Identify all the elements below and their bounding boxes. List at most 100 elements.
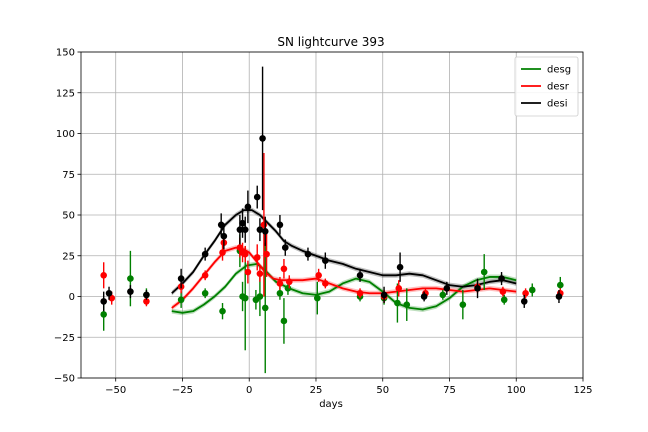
data-point-desi <box>253 185 261 209</box>
data-point-desi <box>239 208 246 238</box>
data-point-desi <box>217 213 225 237</box>
data-marker <box>241 294 249 302</box>
data-point-desg <box>280 298 288 344</box>
legend-box <box>514 56 579 117</box>
data-point-desi <box>261 216 269 246</box>
data-point-desi <box>236 215 244 245</box>
data-marker <box>143 298 150 305</box>
data-marker <box>236 244 244 251</box>
data-marker <box>105 289 113 297</box>
data-marker <box>177 275 185 282</box>
data-point-desg <box>439 289 447 300</box>
data-point-desi <box>256 218 264 242</box>
data-marker <box>356 272 364 279</box>
y-tick-label: 50 <box>62 211 75 222</box>
axis-ticks: −50 −25 0 25 50 75 100 125 −50 −25 0 25 50 75 100 125 15… <box>54 48 593 397</box>
x-tick-label: 100 <box>507 385 526 396</box>
x-axis-label: days <box>319 399 343 410</box>
data-point-desr <box>322 278 329 289</box>
data-point-desr <box>100 262 107 289</box>
data-point-desi <box>127 285 134 299</box>
data-marker <box>522 289 529 297</box>
data-marker <box>239 219 246 227</box>
y-tick-label: 75 <box>62 170 75 181</box>
data-point-desg <box>201 288 209 299</box>
data-marker <box>236 226 244 233</box>
data-point-desi <box>220 223 228 250</box>
data-point-desi <box>420 291 428 302</box>
data-marker <box>127 288 134 295</box>
data-marker <box>201 272 209 279</box>
data-marker <box>314 294 321 302</box>
data-marker <box>177 296 185 304</box>
y-tick-label: 150 <box>56 48 75 59</box>
data-point-desg <box>241 245 249 351</box>
data-point-desi <box>244 190 252 224</box>
data-marker <box>520 298 528 305</box>
x-tick-label: 50 <box>376 385 389 396</box>
data-marker <box>280 317 288 325</box>
data-point-desg <box>261 242 269 374</box>
data-marker <box>219 307 226 315</box>
data-point-desg <box>314 281 321 315</box>
data-point-desg <box>177 291 185 308</box>
data-point-desi <box>356 268 364 282</box>
data-marker <box>528 286 536 294</box>
data-point-desi <box>322 252 329 269</box>
data-marker <box>500 296 508 304</box>
data-point-desi <box>143 289 150 300</box>
legend-label-desg: desg <box>547 65 571 76</box>
data-marker <box>241 250 249 258</box>
data-marker <box>100 311 107 318</box>
data-point-desr <box>315 268 322 282</box>
data-marker <box>380 291 388 299</box>
data-marker <box>276 280 284 287</box>
data-marker <box>100 272 107 279</box>
y-tick-label: 125 <box>56 88 75 99</box>
data-point-desr <box>499 286 507 297</box>
data-point-desr <box>201 270 209 281</box>
data-point-desi <box>201 247 209 261</box>
data-marker <box>276 221 284 229</box>
data-marker <box>108 294 116 302</box>
data-marker <box>217 221 225 229</box>
data-point-desr <box>263 231 270 277</box>
data-point-desi <box>304 247 312 261</box>
data-point-desi <box>555 289 563 304</box>
data-point-desi <box>498 272 505 286</box>
data-point-desg <box>480 254 488 290</box>
data-marker <box>256 270 264 277</box>
data-point-desr <box>276 276 284 290</box>
y-tick-label: −50 <box>54 374 75 385</box>
data-point-desi <box>396 252 404 282</box>
data-marker <box>322 280 329 287</box>
x-tick-label: 25 <box>310 385 323 396</box>
data-marker <box>420 293 428 300</box>
x-tick-label: −50 <box>105 385 126 396</box>
data-point-desi <box>177 268 185 289</box>
model-line-desg <box>171 262 517 314</box>
y-tick-label: 25 <box>62 251 75 262</box>
y-tick-label: −25 <box>54 333 75 344</box>
data-point-desg <box>219 303 226 320</box>
data-point-desi <box>100 291 107 312</box>
data-marker <box>480 268 488 276</box>
data-marker <box>394 299 401 307</box>
legend-label-desr: desr <box>547 82 570 93</box>
data-marker <box>281 244 289 251</box>
data-marker <box>201 250 209 258</box>
data-point-desr <box>256 265 264 282</box>
data-point-desi <box>241 216 249 243</box>
data-marker <box>253 193 261 201</box>
data-point-desi <box>281 239 289 256</box>
data-marker <box>439 291 447 299</box>
data-point-desi <box>380 286 388 304</box>
data-marker <box>256 293 264 300</box>
data-point-desr <box>253 244 261 271</box>
legend-label-desi: desi <box>547 99 568 110</box>
data-point-desg <box>528 283 536 297</box>
data-marker <box>474 285 481 292</box>
y-tick-label: 0 <box>69 292 75 303</box>
data-marker <box>284 285 292 292</box>
